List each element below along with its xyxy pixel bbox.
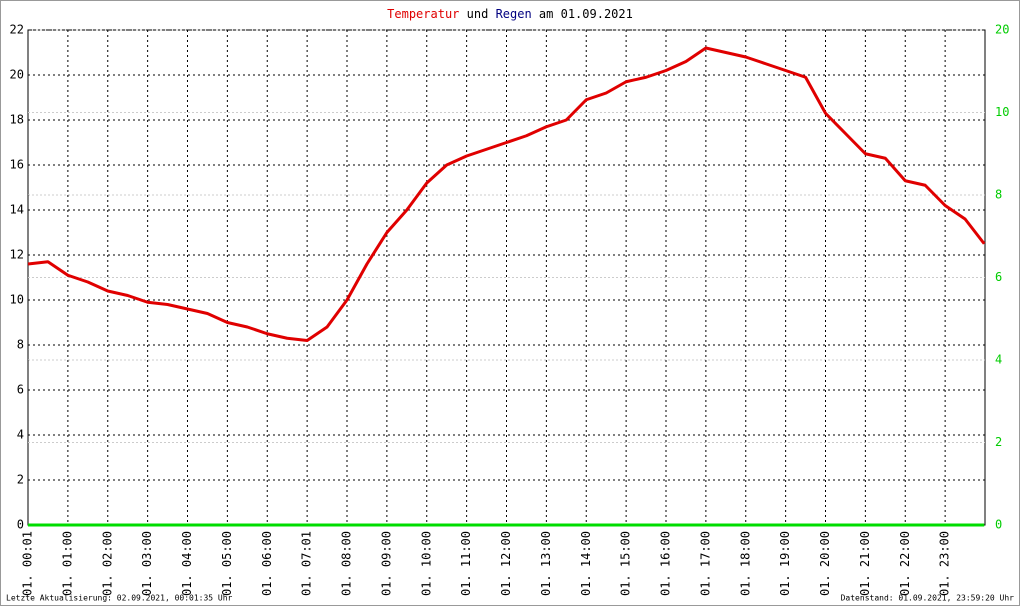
y2-tick-label: 20 <box>995 23 1009 37</box>
x-tick-label: 01. 21:00 <box>858 531 872 596</box>
y-tick-label: 2 <box>17 473 24 487</box>
y-tick-label: 18 <box>10 113 24 127</box>
x-tick-label: 01. 23:00 <box>938 531 952 596</box>
x-tick-label: 01. 04:00 <box>180 531 194 596</box>
x-tick-label: 01. 17:00 <box>698 531 712 596</box>
x-tick-label: 01. 02:00 <box>100 531 114 596</box>
title-und: und <box>467 7 489 21</box>
x-tick-label: 01. 16:00 <box>659 531 673 596</box>
title-regen: Regen <box>496 7 532 21</box>
x-tick-label: 01. 09:00 <box>379 531 393 596</box>
x-tick-label: 01. 15:00 <box>619 531 633 596</box>
x-tick-label: 01. 11:00 <box>459 531 473 596</box>
x-tick-label: 01. 00:01 <box>21 531 35 596</box>
footer-left: Letzte Aktualisierung: 02.09.2021, 00:01… <box>6 594 233 603</box>
x-tick-label: 01. 05:00 <box>220 531 234 596</box>
y-tick-label: 6 <box>17 383 24 397</box>
x-tick-label: 01. 07:01 <box>300 531 314 596</box>
y-tick-label: 16 <box>10 158 24 172</box>
x-tick-label: 01. 12:00 <box>499 531 513 596</box>
y2-tick-label: 4 <box>995 353 1002 367</box>
y-tick-label: 8 <box>17 338 24 352</box>
x-tick-label: 01. 14:00 <box>579 531 593 596</box>
x-tick-label: 01. 20:00 <box>818 531 832 596</box>
title-date: am 01.09.2021 <box>539 7 633 21</box>
y-tick-label: 4 <box>17 428 24 442</box>
x-tick-label: 01. 22:00 <box>898 531 912 596</box>
y-tick-label: 20 <box>10 68 24 82</box>
y-tick-label: 22 <box>10 23 24 37</box>
series-line <box>27 46 986 342</box>
y2-tick-label: 6 <box>995 270 1002 284</box>
x-tick-label: 01. 19:00 <box>778 531 792 596</box>
x-tick-label: 01. 06:00 <box>260 531 274 596</box>
y-tick-label: 10 <box>10 293 24 307</box>
y-tick-label: 0 <box>17 518 24 532</box>
x-tick-label: 01. 13:00 <box>539 531 553 596</box>
y2-tick-label: 2 <box>995 435 1002 449</box>
chart-title: Temperatur und Regen am 01.09.2021 <box>387 7 633 21</box>
y2-tick-label: 8 <box>995 188 1002 202</box>
y2-tick-label: 0 <box>995 518 1002 532</box>
footer-right: Datenstand: 01.09.2021, 23:59:20 Uhr <box>841 594 1015 603</box>
y-tick-label: 14 <box>10 203 24 217</box>
title-temperatur: Temperatur <box>387 7 459 21</box>
x-tick-label: 01. 18:00 <box>738 531 752 596</box>
y-tick-label: 12 <box>10 248 24 262</box>
y2-tick-label: 10 <box>995 105 1009 119</box>
x-tick-label: 01. 08:00 <box>340 531 354 596</box>
x-tick-label: 01. 10:00 <box>419 531 433 596</box>
x-tick-label: 01. 03:00 <box>140 531 154 596</box>
x-tick-label: 01. 01:00 <box>60 531 74 596</box>
